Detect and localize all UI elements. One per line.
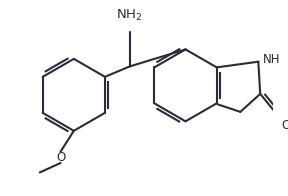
Text: O: O [56,151,65,164]
Text: NH: NH [263,53,281,66]
Text: O: O [281,119,288,132]
Text: NH$_2$: NH$_2$ [116,8,143,23]
